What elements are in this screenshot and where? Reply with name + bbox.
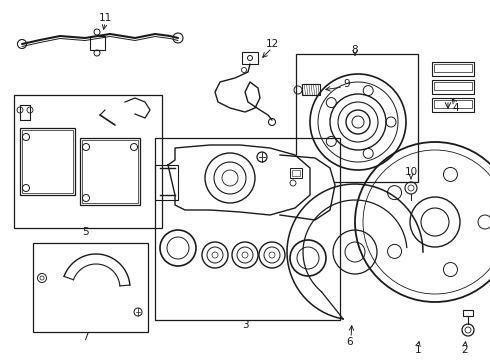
Bar xyxy=(242,52,258,64)
Bar xyxy=(432,62,474,76)
Text: 8: 8 xyxy=(352,45,358,55)
Bar xyxy=(82,140,138,203)
Bar xyxy=(432,98,474,112)
Text: 7: 7 xyxy=(82,332,88,342)
Bar xyxy=(90,36,105,50)
Text: 9: 9 xyxy=(343,79,350,89)
Text: 6: 6 xyxy=(347,337,353,347)
Bar xyxy=(155,165,178,200)
Bar xyxy=(33,243,148,332)
Text: 5: 5 xyxy=(82,227,88,237)
Bar xyxy=(292,170,300,176)
Bar xyxy=(463,310,473,316)
Bar xyxy=(80,138,140,205)
Polygon shape xyxy=(168,145,310,215)
Bar xyxy=(434,82,472,90)
Bar xyxy=(302,84,320,95)
Text: 11: 11 xyxy=(98,13,112,23)
Bar xyxy=(20,128,75,195)
Bar xyxy=(155,138,340,320)
Text: 4: 4 xyxy=(453,103,459,113)
Bar xyxy=(296,54,418,182)
Bar xyxy=(434,64,472,72)
Bar xyxy=(434,100,472,108)
Text: 10: 10 xyxy=(404,167,417,177)
Text: 12: 12 xyxy=(266,39,279,49)
Text: 3: 3 xyxy=(242,320,248,330)
Bar xyxy=(432,80,474,94)
Text: 1: 1 xyxy=(415,345,421,355)
Bar xyxy=(290,168,302,178)
Polygon shape xyxy=(280,155,335,220)
Bar xyxy=(14,95,162,228)
Text: 2: 2 xyxy=(462,345,468,355)
Bar xyxy=(22,130,73,193)
